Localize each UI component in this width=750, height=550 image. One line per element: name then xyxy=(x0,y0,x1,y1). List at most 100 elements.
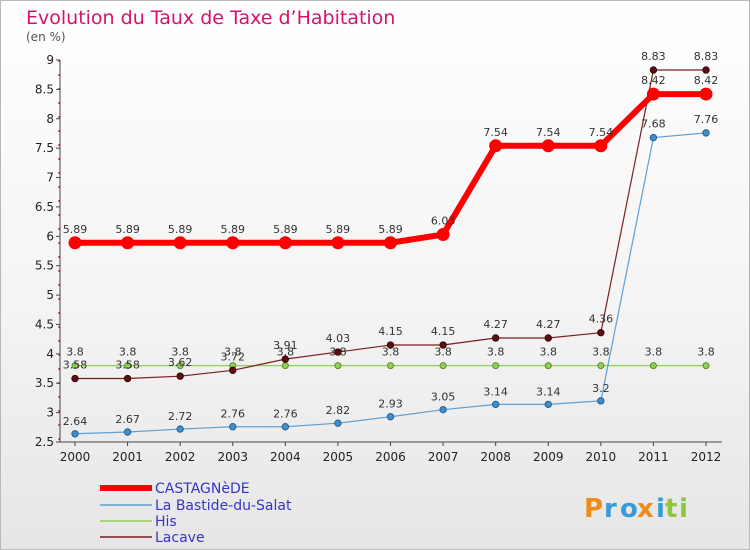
data-label-his: 3.8 xyxy=(66,346,84,359)
data-point-castagn-de xyxy=(226,236,240,250)
legend-label-lacave: Lacave xyxy=(155,530,205,546)
data-point-la-bastide-du-salat xyxy=(123,428,132,436)
data-point-castagn-de xyxy=(646,87,660,101)
data-label-castagn-de: 5.89 xyxy=(168,223,193,236)
logo-letter-4: x xyxy=(637,494,654,524)
data-point-lacave xyxy=(597,328,605,337)
y-tick-label: 6 xyxy=(46,229,54,243)
data-point-castagn-de xyxy=(489,139,503,153)
x-tick-label: 2004 xyxy=(270,450,301,464)
y-tick-label: 7 xyxy=(46,171,54,185)
data-label-la-bastide-du-salat: 3.14 xyxy=(483,385,508,398)
data-point-lacave xyxy=(544,334,552,342)
logo-letter-5: i xyxy=(656,494,665,524)
data-label-lacave: 4.15 xyxy=(431,325,456,338)
data-label-la-bastide-du-salat: 2.76 xyxy=(273,408,298,421)
data-label-la-bastide-du-salat: 2.72 xyxy=(168,410,193,423)
data-point-lacave xyxy=(439,341,447,349)
data-label-la-bastide-du-salat: 7.68 xyxy=(641,118,666,131)
data-point-la-bastide-du-salat xyxy=(597,397,605,405)
data-label-lacave: 8.83 xyxy=(641,50,666,63)
y-tick-label: 7.5 xyxy=(35,141,54,155)
data-point-lacave xyxy=(334,348,342,356)
data-label-his: 3.8 xyxy=(645,346,663,359)
data-label-la-bastide-du-salat: 2.76 xyxy=(221,408,246,421)
data-label-lacave: 4.27 xyxy=(483,318,508,331)
data-point-la-bastide-du-salat xyxy=(386,413,395,421)
data-point-la-bastide-du-salat xyxy=(334,419,342,427)
data-point-la-bastide-du-salat xyxy=(544,400,552,409)
data-point-his xyxy=(544,362,552,370)
data-label-lacave: 4.27 xyxy=(536,318,561,331)
data-label-his: 3.8 xyxy=(382,346,400,359)
series-line-la-bastide-du-salat xyxy=(74,132,707,435)
data-point-castagn-de xyxy=(278,236,292,250)
data-point-castagn-de xyxy=(173,236,187,250)
x-tick-label: 2008 xyxy=(480,450,511,464)
legend-label-la-bastide-du-salat: La Bastide-du-Salat xyxy=(155,498,292,514)
data-label-la-bastide-du-salat: 3.05 xyxy=(431,391,456,404)
y-tick-label: 5 xyxy=(46,288,54,302)
y-tick-label: 2.5 xyxy=(35,435,54,449)
x-tick-label: 2007 xyxy=(428,450,459,464)
data-label-la-bastide-du-salat: 2.64 xyxy=(63,415,88,428)
proxiti-logo: P r o x i t i xyxy=(584,494,688,524)
x-tick-label: 2009 xyxy=(533,450,564,464)
data-label-lacave: 8.83 xyxy=(694,50,719,63)
y-tick-label: 5.5 xyxy=(35,259,54,273)
data-point-lacave xyxy=(123,374,132,383)
data-label-castagn-de: 7.54 xyxy=(536,126,561,139)
data-label-la-bastide-du-salat: 3.14 xyxy=(536,385,561,398)
data-label-his: 3.8 xyxy=(592,346,610,359)
data-label-castagn-de: 8.42 xyxy=(694,74,719,87)
logo-letter-2: r xyxy=(604,494,617,524)
data-label-his: 3.8 xyxy=(540,346,558,359)
data-label-la-bastide-du-salat: 7.76 xyxy=(694,113,719,126)
y-tick-label: 8.5 xyxy=(35,82,54,96)
data-point-castagn-de xyxy=(541,139,555,153)
data-label-castagn-de: 6.03 xyxy=(431,215,456,228)
data-label-castagn-de: 8.42 xyxy=(641,74,666,87)
data-point-la-bastide-du-salat xyxy=(71,430,79,438)
data-point-his xyxy=(492,362,500,370)
x-tick-label: 2002 xyxy=(165,450,196,464)
data-point-lacave xyxy=(71,374,79,383)
logo-letter-6: t xyxy=(665,494,677,524)
x-tick-label: 2006 xyxy=(375,450,406,464)
data-label-castagn-de: 7.54 xyxy=(483,126,508,139)
data-label-lacave: 3.58 xyxy=(63,359,88,372)
data-point-his xyxy=(281,362,289,370)
data-point-his xyxy=(334,362,342,370)
x-tick-label: 2005 xyxy=(323,450,354,464)
y-tick-label: 6.5 xyxy=(35,200,54,214)
data-label-castagn-de: 5.89 xyxy=(115,223,140,236)
data-point-lacave xyxy=(702,66,710,74)
logo-letter-1: P xyxy=(584,494,603,524)
data-point-lacave xyxy=(386,341,395,349)
data-point-his xyxy=(71,362,79,370)
data-point-his xyxy=(439,362,447,370)
data-point-lacave xyxy=(649,66,658,74)
data-point-la-bastide-du-salat xyxy=(229,423,237,431)
data-label-lacave: 3.58 xyxy=(115,359,140,372)
data-label-la-bastide-du-salat: 2.67 xyxy=(115,413,140,426)
data-point-his xyxy=(176,362,184,370)
y-tick-label: 4.5 xyxy=(35,317,54,331)
data-point-castagn-de xyxy=(699,87,713,101)
data-labels: 3.8 3.8 3.8 3.8 3.8 3.8 3.8 3.8 3.8 3.8 3.8 3.8 3.8 2… xyxy=(63,50,719,428)
y-tick-label: 3.5 xyxy=(35,376,54,390)
data-label-lacave: 4.15 xyxy=(378,325,403,338)
data-point-castagn-de xyxy=(68,236,82,250)
legend-label-castagn-de: CASTAGNèDE xyxy=(155,481,250,497)
logo-letter-3: o xyxy=(620,494,638,524)
data-point-lacave xyxy=(229,366,237,375)
series-layer xyxy=(68,66,713,438)
data-label-his: 3.8 xyxy=(171,346,189,359)
logo-letter-7: i xyxy=(679,494,688,524)
data-point-his xyxy=(387,362,394,370)
data-label-lacave: 3.91 xyxy=(273,339,298,352)
data-label-lacave: 3.72 xyxy=(221,350,246,363)
data-point-his xyxy=(702,362,710,370)
